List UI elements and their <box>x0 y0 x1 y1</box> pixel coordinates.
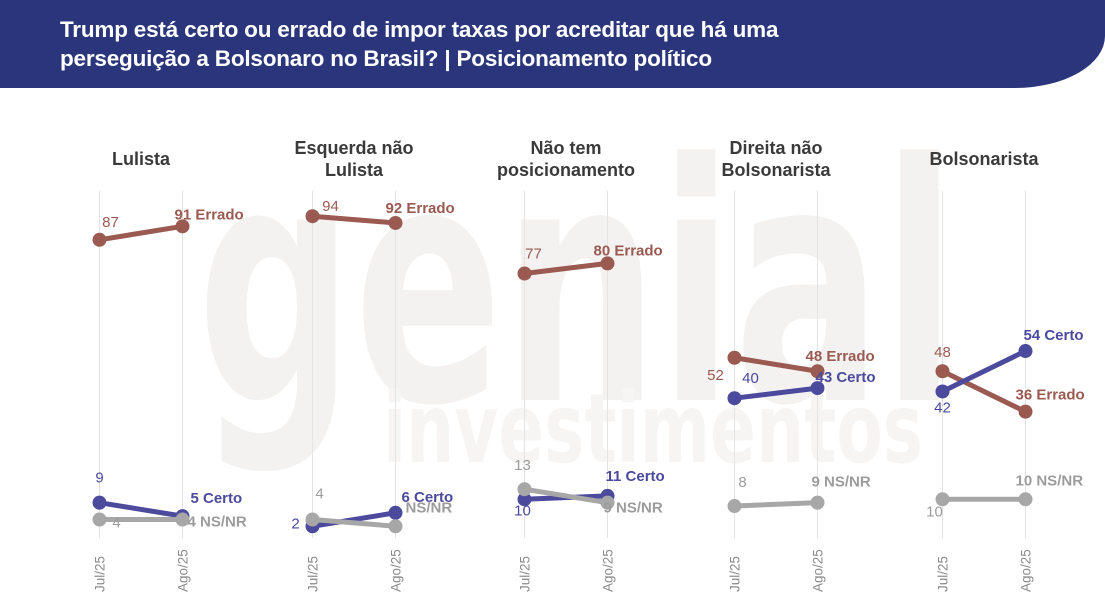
data-point-certo-jul <box>727 391 742 406</box>
chart-title: Trump está certo ou errado de impor taxa… <box>60 15 1105 73</box>
value-label-certo-jul: 9 <box>95 470 103 487</box>
value-label-certo-ago: 43 Certo <box>816 369 876 386</box>
x-tick-label: Jul/25 <box>518 556 533 592</box>
header-banner: Trump está certo ou errado de impor taxa… <box>0 0 1105 88</box>
data-point-errado-ago <box>810 364 825 379</box>
x-tick-label: Ago/25 <box>1019 549 1034 592</box>
data-point-nsnr-ago <box>600 495 615 510</box>
value-label-nsnr-ago: 4 NS/NR <box>188 514 247 531</box>
chart-title-line1: Trump está certo ou errado de impor taxa… <box>60 17 779 42</box>
series-line-errado <box>97 223 185 243</box>
value-label-nsnr-ago: 9 NS/NR <box>604 500 663 517</box>
value-label-errado-jul: 94 <box>322 198 339 215</box>
value-label-errado-ago: 91 Errado <box>175 206 244 223</box>
chart-title-line2: perseguição a Bolsonaro no Brasil? | Pos… <box>60 46 712 71</box>
value-label-certo-ago: 5 Certo <box>191 490 243 507</box>
value-label-errado-jul: 48 <box>934 344 951 361</box>
series-line-certo <box>310 510 398 529</box>
data-point-errado-ago <box>1018 404 1033 419</box>
series-line-nsnr <box>522 486 610 506</box>
data-point-errado-jul <box>517 266 532 281</box>
series-line-certo <box>97 500 185 519</box>
x-tick-label: Ago/25 <box>389 549 404 592</box>
series-line-nsnr <box>310 517 398 529</box>
value-label-certo-ago: 11 Certo <box>606 468 665 485</box>
data-point-nsnr-jul <box>305 512 320 527</box>
value-label-nsnr-jul: 4 <box>112 515 120 532</box>
value-label-errado-ago: 48 Errado <box>806 348 875 365</box>
data-point-certo-ago <box>810 381 825 396</box>
data-point-nsnr-jul <box>935 492 950 507</box>
x-tick-label: Ago/25 <box>601 549 616 592</box>
x-tick-label: Jul/25 <box>93 556 108 592</box>
series-line-nsnr <box>732 500 820 509</box>
watermark-word1: genial <box>197 94 957 478</box>
value-label-certo-jul: 10 <box>514 502 531 519</box>
data-point-nsnr-jul <box>92 512 107 527</box>
data-point-errado-jul <box>305 209 320 224</box>
value-label-nsnr-ago: NS/NR <box>406 499 453 516</box>
data-point-nsnr-ago <box>1018 492 1033 507</box>
x-tick-label: Jul/25 <box>306 556 321 592</box>
data-point-certo-jul <box>935 384 950 399</box>
x-tick-label: Jul/25 <box>728 556 743 592</box>
value-label-errado-jul: 87 <box>102 214 119 231</box>
watermark-word2: investimentos <box>383 373 923 485</box>
data-point-nsnr-ago <box>175 512 190 527</box>
value-label-certo-ago: 54 Certo <box>1024 327 1084 344</box>
data-point-nsnr-jul <box>727 499 742 514</box>
data-point-nsnr-ago <box>810 495 825 510</box>
value-label-errado-ago: 80 Errado <box>594 242 663 259</box>
data-point-certo-jul <box>92 495 107 510</box>
data-point-nsnr-ago <box>388 519 403 534</box>
value-label-errado-ago: 92 Errado <box>386 200 455 217</box>
value-label-nsnr-ago: 10 NS/NR <box>1016 472 1084 489</box>
value-label-nsnr-jul: 4 <box>315 486 323 503</box>
data-point-certo-ago <box>1018 344 1033 359</box>
data-point-errado-jul <box>727 350 742 365</box>
data-point-errado-jul <box>935 364 950 379</box>
data-point-errado-ago <box>388 215 403 230</box>
data-point-errado-ago <box>175 219 190 234</box>
data-point-certo-jul <box>517 492 532 507</box>
value-label-nsnr-jul: 8 <box>738 474 746 491</box>
value-label-certo-ago: 6 Certo <box>402 489 454 506</box>
value-label-nsnr-jul: 13 <box>514 457 531 474</box>
value-label-certo-jul: 2 <box>291 515 299 532</box>
series-line-certo <box>940 348 1028 394</box>
series-line-errado <box>940 368 1028 415</box>
series-line-certo <box>732 385 820 401</box>
value-label-errado-ago: 36 Errado <box>1016 387 1085 404</box>
value-label-certo-jul: 42 <box>934 399 951 416</box>
value-label-certo-jul: 40 <box>742 370 759 387</box>
data-point-errado-jul <box>92 232 107 247</box>
value-label-nsnr-jul: 10 <box>926 503 943 520</box>
value-label-errado-jul: 77 <box>525 246 542 263</box>
x-tick-label: Jul/25 <box>936 556 951 592</box>
value-label-nsnr-ago: 9 NS/NR <box>812 474 871 491</box>
data-point-certo-ago <box>388 505 403 520</box>
data-point-nsnr-jul <box>517 482 532 497</box>
value-label-errado-jul: 52 <box>707 367 724 384</box>
series-line-errado <box>732 355 820 374</box>
x-tick-label: Ago/25 <box>176 549 191 592</box>
x-tick-label: Ago/25 <box>811 549 826 592</box>
series-line-errado <box>522 260 610 277</box>
series-line-errado <box>310 213 398 226</box>
data-point-errado-ago <box>600 256 615 271</box>
